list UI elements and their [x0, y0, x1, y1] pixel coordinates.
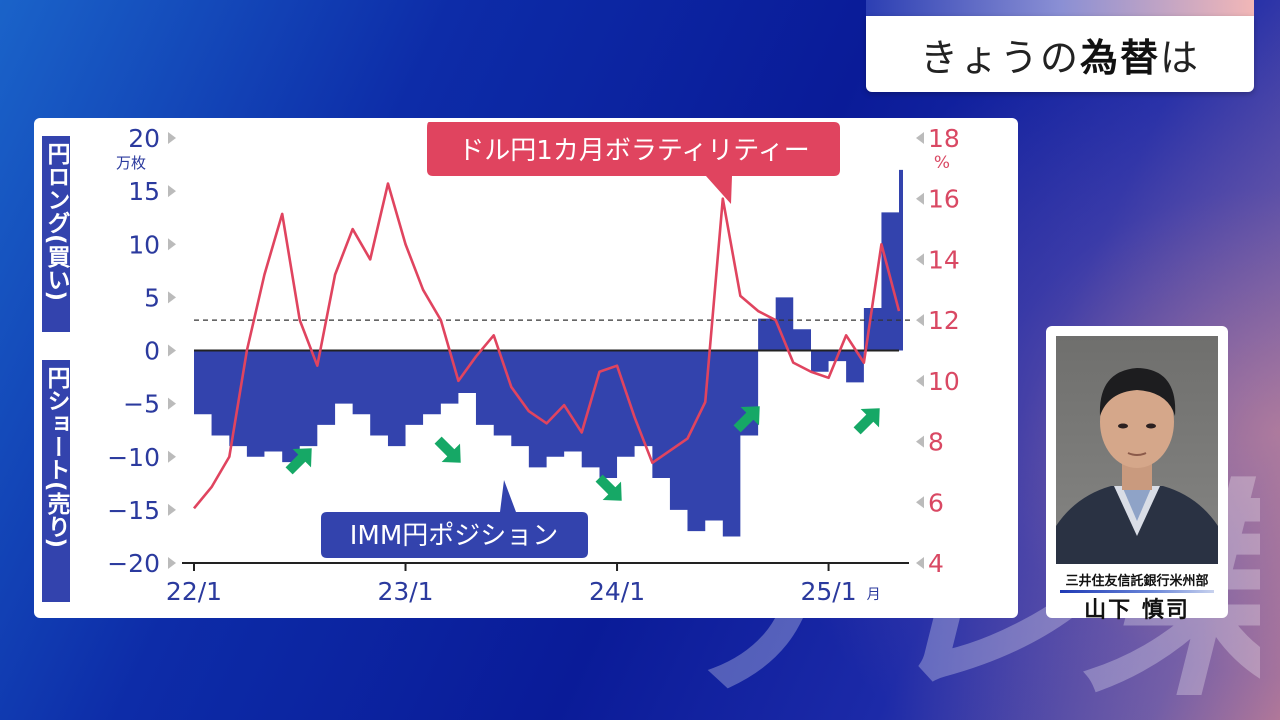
right-tick-label: 14 — [928, 245, 960, 274]
right-tick-marker — [916, 496, 924, 509]
left-tick-marker — [168, 132, 176, 144]
left-tick-marker — [168, 557, 176, 569]
long-label-box — [42, 136, 70, 332]
left-tick-marker — [168, 185, 176, 198]
position-callout-label: IMM円ポジション — [350, 521, 559, 551]
left-tick-label: 20 — [128, 124, 160, 153]
short-label-box — [42, 360, 70, 602]
trend-arrow-icon — [853, 408, 880, 435]
speaker-card: 三井住友信託銀行米州部 山下 慎司 — [1046, 326, 1228, 623]
volatility-callout-label: ドル円1カ月ボラティリティー — [458, 136, 809, 166]
left-tick-marker — [168, 397, 176, 410]
right-tick-label: 18 — [928, 124, 960, 153]
trend-arrow-icon — [434, 436, 461, 463]
trend-arrow-icon — [285, 448, 312, 475]
left-axis-unit: 万枚 — [116, 154, 146, 172]
right-tick-marker — [916, 314, 924, 327]
right-tick-label: 8 — [928, 428, 944, 457]
left-tick-marker — [168, 291, 176, 304]
title-accent-strip — [866, 0, 1254, 18]
left-tick-label: −5 — [123, 390, 160, 419]
affiliation-underline — [1060, 590, 1214, 593]
right-axis-unit: % — [934, 153, 950, 173]
right-tick-label: 4 — [928, 549, 944, 578]
right-tick-label: 16 — [928, 185, 960, 214]
trend-arrow-icon — [595, 474, 622, 501]
speaker-name: 山下 慎司 — [1084, 598, 1190, 623]
left-tick-marker — [168, 450, 176, 463]
title-suffix: は — [1160, 35, 1201, 80]
chart-svg: 円ロング(買い) 円ショート(売り) 20 15 10 5 0 −5 −10 −15 −20 万枚 18… — [42, 122, 960, 606]
x-tick-label: 22/1 — [166, 577, 222, 606]
volatility-callout-box — [427, 122, 840, 204]
volatility-series-line — [192, 182, 901, 510]
title-prefix: きょうの — [919, 35, 1080, 80]
long-label: 円ロング(買い) — [43, 142, 71, 301]
right-tick-marker — [916, 132, 924, 144]
right-tick-label: 10 — [928, 367, 960, 396]
title-bold: 為替 — [1079, 35, 1160, 80]
speaker-photo — [1056, 336, 1218, 564]
short-label: 円ショート(売り) — [43, 366, 71, 548]
right-tick-marker — [916, 192, 924, 205]
right-tick-label: 12 — [928, 306, 960, 335]
left-tick-label: −20 — [107, 549, 160, 578]
left-tick-marker — [168, 238, 176, 251]
chart-card: 円ロング(買い) 円ショート(売り) 20 15 10 5 0 −5 −10 −15 −20 万枚 18… — [34, 118, 1018, 618]
left-tick-label: 15 — [128, 177, 160, 206]
position-callout-box — [321, 480, 588, 558]
x-tick-label: 23/1 — [377, 577, 433, 606]
left-tick-label: 10 — [128, 230, 160, 259]
right-tick-marker — [916, 374, 924, 387]
left-tick-label: −15 — [107, 496, 160, 525]
left-tick-label: 0 — [144, 337, 160, 366]
left-tick-marker — [168, 344, 176, 357]
left-tick-marker — [168, 503, 176, 516]
x-tick-label: 25/1 — [800, 577, 856, 606]
left-tick-label: −10 — [107, 443, 160, 472]
x-tick-label: 24/1 — [589, 577, 645, 606]
x-axis-unit: 月 — [867, 587, 881, 603]
segment-title: きょうの 為替は — [866, 16, 1254, 92]
right-tick-marker — [916, 557, 924, 569]
speaker-affiliation: 三井住友信託銀行米州部 — [1065, 574, 1209, 589]
right-tick-marker — [916, 253, 924, 266]
left-tick-label: 5 — [144, 283, 160, 312]
right-tick-label: 6 — [928, 488, 944, 517]
position-series-area — [194, 169, 903, 537]
right-tick-marker — [916, 435, 924, 448]
trend-arrow-icon — [733, 406, 760, 433]
